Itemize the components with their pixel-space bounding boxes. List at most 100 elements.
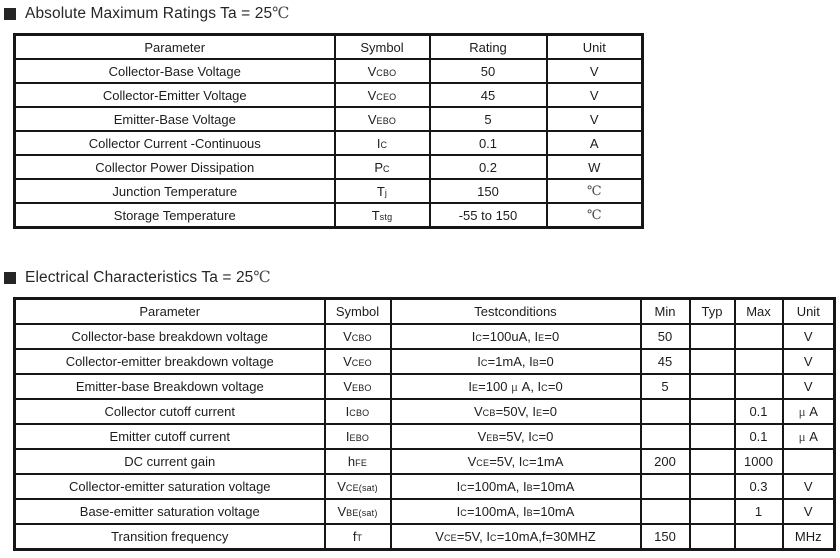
- parameter-cell: DC current gain: [13, 448, 326, 475]
- section-title-electrical-characteristics: Electrical Characteristics Ta = 25℃: [4, 268, 271, 287]
- testconditions-cell: VCB=50V, IE=0: [389, 398, 642, 425]
- table-row: Collector-Emitter Voltage VCEO 45 V: [13, 82, 644, 108]
- table-row: Collector-Base Voltage VCBO 50 V: [13, 58, 644, 84]
- min-cell: 50: [639, 323, 691, 350]
- max-cell: 0.1: [733, 423, 784, 450]
- unit-cell: V: [545, 106, 644, 132]
- typ-cell: [688, 448, 736, 475]
- rating-cell: 150: [428, 178, 548, 204]
- unit-cell: V: [781, 498, 836, 525]
- table-row: Emitter cutoff current IEBO VEB=5V, IC=0…: [13, 423, 836, 450]
- unit-cell: V: [781, 473, 836, 500]
- min-cell: [639, 398, 691, 425]
- symbol-cell: fT: [323, 523, 392, 551]
- parameter-cell: Emitter-base Breakdown voltage: [13, 373, 326, 400]
- min-cell: 150: [639, 523, 691, 551]
- unit-cell: ℃: [545, 178, 644, 204]
- parameter-cell: Collector Power Dissipation: [13, 154, 336, 180]
- typ-cell: [688, 373, 736, 400]
- table-row: DC current gain hFE VCE=5V, IC=1mA 200 1…: [13, 448, 836, 475]
- testconditions-cell: IC=1mA, IB=0: [389, 348, 642, 375]
- symbol-cell: ICBO: [323, 398, 392, 425]
- header-rating: Rating: [428, 33, 548, 60]
- min-cell: [639, 473, 691, 500]
- rating-cell: 50: [428, 58, 548, 84]
- table-row: Collector-base breakdown voltage VCBO IC…: [13, 323, 836, 350]
- unit-cell: A: [545, 130, 644, 156]
- max-cell: [733, 323, 784, 350]
- min-cell: 5: [639, 373, 691, 400]
- unit-cell: W: [545, 154, 644, 180]
- max-cell: [733, 373, 784, 400]
- unit-cell: V: [781, 348, 836, 375]
- parameter-cell: Emitter-Base Voltage: [13, 106, 336, 132]
- header-parameter: Parameter: [13, 33, 336, 60]
- unit-cell: [781, 448, 836, 475]
- electrical-characteristics-table: Parameter Symbol Testconditions Min Typ …: [13, 297, 836, 551]
- symbol-cell: Tstg: [333, 202, 431, 229]
- table-header-row: Parameter Symbol Rating Unit: [13, 33, 644, 60]
- symbol-cell: VCBO: [323, 323, 392, 350]
- symbol-cell: Tj: [333, 178, 431, 204]
- table-row: Collector Power Dissipation PC 0.2 W: [13, 154, 644, 180]
- section-title-absolute-maximum-ratings: Absolute Maximum Ratings Ta = 25℃: [4, 4, 290, 23]
- max-cell: 1000: [733, 448, 784, 475]
- rating-cell: 0.2: [428, 154, 548, 180]
- typ-cell: [688, 498, 736, 525]
- typ-cell: [688, 473, 736, 500]
- symbol-cell: VCE(sat): [323, 473, 392, 500]
- rating-cell: 0.1: [428, 130, 548, 156]
- unit-cell: MHz: [781, 523, 836, 551]
- symbol-cell: hFE: [323, 448, 392, 475]
- symbol-cell: PC: [333, 154, 431, 180]
- parameter-cell: Collector-emitter saturation voltage: [13, 473, 326, 500]
- parameter-cell: Junction Temperature: [13, 178, 336, 204]
- rating-cell: 5: [428, 106, 548, 132]
- symbol-cell: VEBO: [323, 373, 392, 400]
- square-bullet-icon: [4, 7, 16, 20]
- parameter-cell: Transition frequency: [13, 523, 326, 551]
- header-min: Min: [639, 297, 691, 325]
- testconditions-cell: IC=100uA, IE=0: [389, 323, 642, 350]
- unit-cell: V: [781, 323, 836, 350]
- parameter-cell: Collector-Base Voltage: [13, 58, 336, 84]
- header-unit: Unit: [545, 33, 644, 60]
- header-typ: Typ: [688, 297, 736, 325]
- unit-cell: V: [545, 58, 644, 84]
- header-max: Max: [733, 297, 784, 325]
- absolute-maximum-ratings-table: Parameter Symbol Rating Unit Collector-B…: [13, 33, 644, 229]
- min-cell: 45: [639, 348, 691, 375]
- symbol-cell: VCBO: [333, 58, 431, 84]
- symbol-cell: IEBO: [323, 423, 392, 450]
- unit-cell: μ A: [781, 423, 836, 450]
- max-cell: 0.1: [733, 398, 784, 425]
- table-row: Emitter-base Breakdown voltage VEBO IE=1…: [13, 373, 836, 400]
- section-title-text: Electrical Characteristics Ta = 25℃: [25, 269, 271, 286]
- section-title-text: Absolute Maximum Ratings Ta = 25℃: [25, 5, 290, 22]
- header-unit: Unit: [781, 297, 836, 325]
- min-cell: [639, 423, 691, 450]
- parameter-cell: Emitter cutoff current: [13, 423, 326, 450]
- parameter-cell: Collector-Emitter Voltage: [13, 82, 336, 108]
- table-row: Collector-emitter breakdown voltage VCEO…: [13, 348, 836, 375]
- max-cell: 0.3: [733, 473, 784, 500]
- symbol-cell: VBE(sat): [323, 498, 392, 525]
- symbol-cell: IC: [333, 130, 431, 156]
- testconditions-cell: VEB=5V, IC=0: [389, 423, 642, 450]
- header-testconditions: Testconditions: [389, 297, 642, 325]
- testconditions-cell: VCE=5V, IC=1mA: [389, 448, 642, 475]
- square-bullet-icon: [4, 271, 16, 284]
- symbol-cell: VCEO: [333, 82, 431, 108]
- header-parameter: Parameter: [13, 297, 326, 325]
- min-cell: [639, 498, 691, 525]
- typ-cell: [688, 323, 736, 350]
- rating-cell: -55 to 150: [428, 202, 548, 229]
- table-row: Collector-emitter saturation voltage VCE…: [13, 473, 836, 500]
- table-row: Junction Temperature Tj 150 ℃: [13, 178, 644, 204]
- parameter-cell: Base-emitter saturation voltage: [13, 498, 326, 525]
- typ-cell: [688, 423, 736, 450]
- parameter-cell: Collector-emitter breakdown voltage: [13, 348, 326, 375]
- testconditions-cell: IE=100 μ A, IC=0: [389, 373, 642, 400]
- typ-cell: [688, 348, 736, 375]
